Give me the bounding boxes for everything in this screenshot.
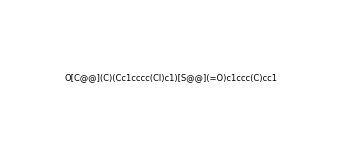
Text: O[C@@](C)(Cc1cccc(Cl)c1)[S@@](=O)c1ccc(C)cc1: O[C@@](C)(Cc1cccc(Cl)c1)[S@@](=O)c1ccc(C…	[65, 73, 277, 83]
